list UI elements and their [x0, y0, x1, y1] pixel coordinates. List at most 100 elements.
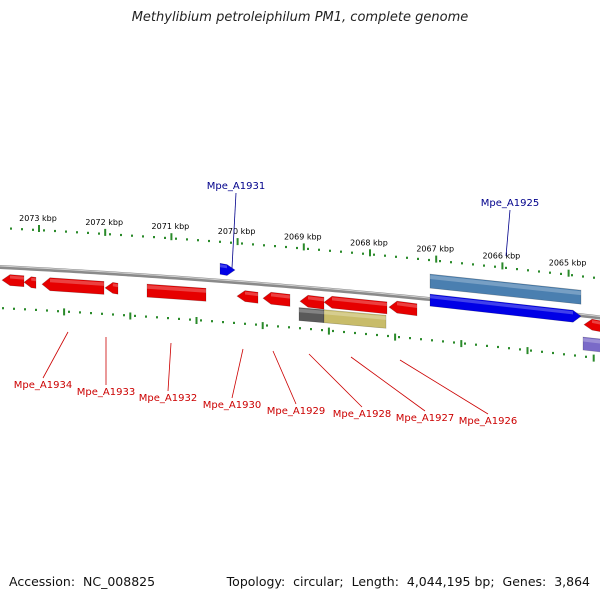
ruler-dot-bottom — [354, 331, 356, 335]
ruler-dot-bottom — [420, 338, 422, 341]
ruler-dot-bottom — [24, 308, 26, 311]
ruler-dot-top — [318, 248, 320, 251]
gene-mpe-a1926-label: Mpe_A1926 — [459, 416, 517, 427]
ruler-tick-label: 2071 kbp — [152, 222, 190, 231]
ruler-dot-top — [417, 257, 419, 260]
ruler-dot-bottom — [552, 351, 554, 355]
gene-mpe-a1925 — [429, 293, 582, 323]
ruler-dot-top — [241, 242, 243, 245]
gene-reverse-2 — [23, 276, 37, 289]
feature-purple — [582, 336, 600, 353]
ruler-dot-top — [175, 237, 177, 240]
ruler-tick-label: 2070 kbp — [218, 227, 256, 236]
ruler-dot-bottom — [189, 318, 191, 321]
gene-mpe-a1927 — [323, 295, 388, 315]
ruler-tick-label: 2065 kbp — [549, 259, 587, 268]
ruler-dot-top — [208, 239, 210, 243]
ruler-tick-major-bottom — [129, 312, 132, 320]
ruler-dot-top — [197, 239, 199, 242]
ruler-dot-top — [263, 244, 265, 247]
gene-mpe-a1931 — [219, 262, 236, 276]
ruler-bottom — [2, 307, 595, 362]
gene-mpe-a1926-leader — [399, 359, 489, 415]
ruler-dot-top — [483, 264, 485, 267]
topology-label: Topology: — [226, 574, 286, 589]
ruler-dot-bottom — [387, 334, 389, 338]
ruler-tick-label: 2069 kbp — [284, 232, 322, 241]
ruler-dot-bottom — [332, 329, 334, 333]
ruler-dot-bottom — [178, 317, 180, 320]
ruler-dot-bottom — [486, 344, 488, 347]
ruler-dot-top — [406, 256, 408, 259]
ruler-dot-bottom — [244, 322, 246, 325]
ruler-dot-top — [285, 245, 287, 249]
ruler-dot-top — [505, 266, 507, 269]
ruler-dot-bottom — [277, 325, 279, 328]
ruler-dot-top — [109, 233, 111, 236]
ruler-dot-bottom — [519, 348, 521, 351]
ruler-dot-bottom — [442, 340, 444, 343]
ruler-dot-bottom — [497, 345, 499, 349]
gene-mpe-a1928-label: Mpe_A1928 — [333, 409, 391, 420]
ruler-dot-bottom — [464, 342, 466, 345]
ruler-dot-top — [10, 227, 12, 230]
feature-track — [1, 262, 600, 353]
ruler-dot-top — [65, 230, 67, 233]
gene-mpe-a1934-leader — [42, 331, 69, 379]
ruler-dot-bottom — [57, 310, 59, 313]
ruler-dot-top — [373, 253, 375, 256]
ruler-dot-top — [395, 255, 397, 258]
ruler-tick-label: 2073 kbp — [19, 214, 57, 223]
ruler-dot-top — [450, 261, 452, 264]
ruler-dot-bottom — [299, 327, 301, 330]
gene-mpe-a1932-label: Mpe_A1932 — [139, 393, 197, 404]
ruler-dot-bottom — [200, 319, 202, 322]
ruler-dot-bottom — [398, 336, 400, 339]
ruler-dot-top — [153, 236, 155, 239]
map-title: Methylibium petroleiphilum PM1, complete… — [131, 10, 469, 25]
ruler-dot-bottom — [431, 339, 433, 342]
ruler-dot-bottom — [453, 341, 455, 344]
gene-mpe-a1925-label: Mpe_A1925 — [481, 198, 539, 209]
ruler-dot-top — [472, 263, 474, 266]
ruler-dot-bottom — [365, 332, 367, 336]
ruler-dot-top — [120, 233, 122, 237]
ruler-dot-bottom — [343, 330, 345, 334]
topology-value: circular — [293, 574, 340, 589]
ruler-dot-bottom — [13, 307, 15, 310]
feature-khaki — [323, 309, 387, 329]
ruler-tick-major — [236, 238, 239, 246]
ruler-dot-bottom — [585, 355, 587, 358]
ruler-dot-top — [296, 246, 298, 250]
ruler-tick-label: 2072 kbp — [85, 218, 123, 227]
ruler-dot-top — [461, 262, 463, 265]
gene-mpe-a1927-leader — [350, 356, 426, 412]
ruler-tick-major-bottom — [327, 327, 330, 335]
ruler-tick-major-bottom — [63, 308, 66, 316]
gene-mpe-a1933-label: Mpe_A1933 — [77, 387, 135, 398]
gene-right-edge — [583, 318, 600, 332]
ruler-tick-major — [567, 269, 570, 277]
ruler-dot-bottom — [288, 326, 290, 329]
ruler-dot-bottom — [541, 350, 543, 353]
genes-value: 3,864 — [554, 574, 590, 589]
ruler-dot-top — [582, 275, 584, 278]
gene-mpe-a1933 — [104, 282, 119, 295]
ruler-tick-major-bottom — [195, 317, 198, 324]
gene-mpe-a1932-leader — [167, 342, 172, 392]
ruler-dot-top — [549, 271, 551, 274]
gene-mpe-a1930-label: Mpe_A1930 — [203, 400, 261, 411]
ruler-dot-bottom — [409, 337, 411, 340]
ruler-tick-major — [302, 243, 305, 251]
ruler-dot-bottom — [134, 314, 136, 317]
ruler-tick-major-bottom — [261, 322, 264, 330]
ruler-tick-major — [501, 262, 504, 270]
ruler-dot-bottom — [255, 323, 257, 326]
ruler-tick-major — [38, 225, 40, 232]
genome-stats: Topology: circular; Length: 4,044,195 bp… — [226, 574, 590, 589]
ruler-dot-top — [252, 243, 254, 246]
ruler-dot-bottom — [508, 347, 510, 350]
ruler-dot-bottom — [475, 343, 477, 346]
ruler-dot-top — [131, 234, 133, 237]
ruler-dot-bottom — [79, 311, 81, 314]
